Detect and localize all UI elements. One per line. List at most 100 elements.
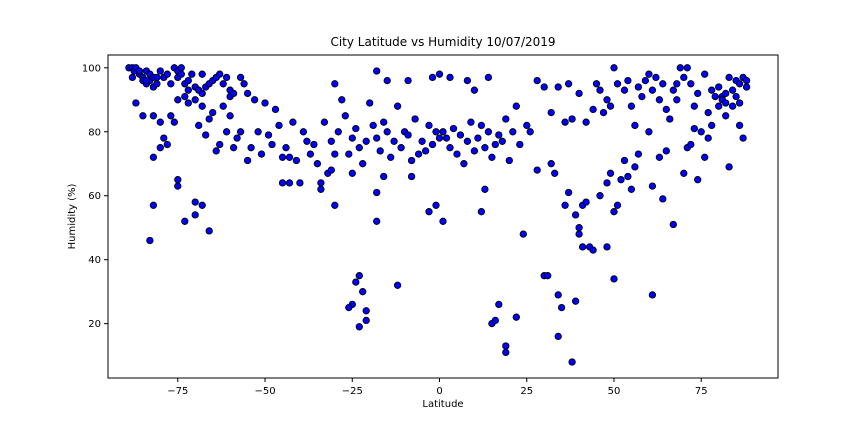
data-point (481, 185, 489, 193)
data-point (568, 358, 576, 366)
data-point (236, 128, 245, 136)
data-point (701, 153, 709, 161)
data-point (254, 128, 262, 136)
data-point (257, 150, 266, 158)
data-point (648, 291, 657, 299)
data-point (390, 137, 398, 145)
data-point (477, 208, 486, 216)
data-point (551, 169, 559, 177)
data-point (495, 300, 503, 309)
data-point (631, 163, 639, 171)
data-point (327, 166, 335, 174)
data-point (564, 80, 573, 88)
data-point (135, 67, 144, 75)
data-point (606, 169, 615, 177)
data-point (645, 70, 653, 78)
data-point (742, 76, 751, 85)
data-point (306, 150, 315, 158)
data-point (739, 134, 747, 142)
data-point (680, 73, 688, 82)
data-point (659, 195, 667, 203)
data-point (561, 201, 569, 209)
data-point (404, 131, 412, 139)
plot-area-frame (107, 54, 779, 379)
data-point (547, 108, 555, 117)
data-point (606, 102, 615, 110)
data-point (414, 150, 423, 158)
data-point (407, 156, 416, 165)
data-point (261, 99, 269, 107)
data-point (641, 76, 650, 85)
data-point (355, 272, 363, 280)
x-tick-label: 0 (436, 386, 442, 397)
data-point (317, 179, 325, 187)
data-point (268, 140, 276, 149)
data-point (690, 102, 698, 110)
data-point (184, 86, 192, 94)
data-point (715, 83, 723, 91)
data-point (687, 80, 695, 88)
data-point (380, 172, 388, 181)
data-point (666, 115, 674, 123)
data-point (285, 179, 294, 187)
data-point (205, 227, 213, 235)
data-point (460, 160, 468, 168)
data-point (209, 108, 217, 117)
data-point (198, 102, 206, 110)
data-point (592, 80, 601, 88)
data-point (411, 115, 419, 123)
data-point (432, 128, 440, 136)
data-point (425, 208, 433, 216)
data-point (359, 288, 367, 296)
data-point (432, 201, 440, 209)
data-point (463, 76, 472, 85)
x-axis-title: Latitude (422, 399, 463, 410)
data-point (132, 99, 140, 107)
data-point (568, 115, 576, 123)
data-point (195, 121, 203, 130)
data-point (502, 342, 510, 350)
data-point (278, 179, 287, 187)
data-point (184, 76, 192, 85)
data-point (397, 144, 405, 152)
y-tick-label: 40 (88, 255, 101, 266)
data-point (516, 140, 524, 149)
data-point (442, 134, 451, 142)
data-point (184, 99, 192, 107)
data-point (170, 118, 178, 126)
data-point (240, 80, 248, 88)
data-point (393, 102, 402, 110)
data-point (554, 291, 562, 299)
data-point (735, 80, 744, 88)
data-point (160, 134, 168, 142)
data-point (662, 105, 670, 114)
data-point (735, 99, 744, 107)
data-point (299, 128, 308, 136)
data-point (680, 169, 688, 177)
data-point (264, 131, 273, 139)
data-point (435, 70, 444, 78)
data-point (728, 86, 737, 94)
data-point (652, 73, 660, 82)
data-point (222, 128, 231, 136)
data-point (498, 137, 506, 145)
data-point (648, 86, 657, 94)
data-point (202, 131, 210, 139)
data-point (348, 169, 356, 177)
data-point (425, 121, 433, 130)
data-point (418, 137, 426, 145)
data-point (139, 112, 147, 120)
data-point (404, 76, 412, 85)
data-point (613, 201, 622, 209)
data-point (620, 86, 629, 94)
data-point (505, 156, 513, 165)
data-point (596, 192, 604, 200)
data-point (383, 128, 391, 136)
data-point (292, 156, 301, 165)
data-point (181, 217, 189, 225)
data-point (362, 307, 370, 315)
data-point (345, 303, 353, 312)
data-point (495, 131, 503, 139)
data-point (561, 118, 569, 126)
data-point (533, 76, 541, 85)
